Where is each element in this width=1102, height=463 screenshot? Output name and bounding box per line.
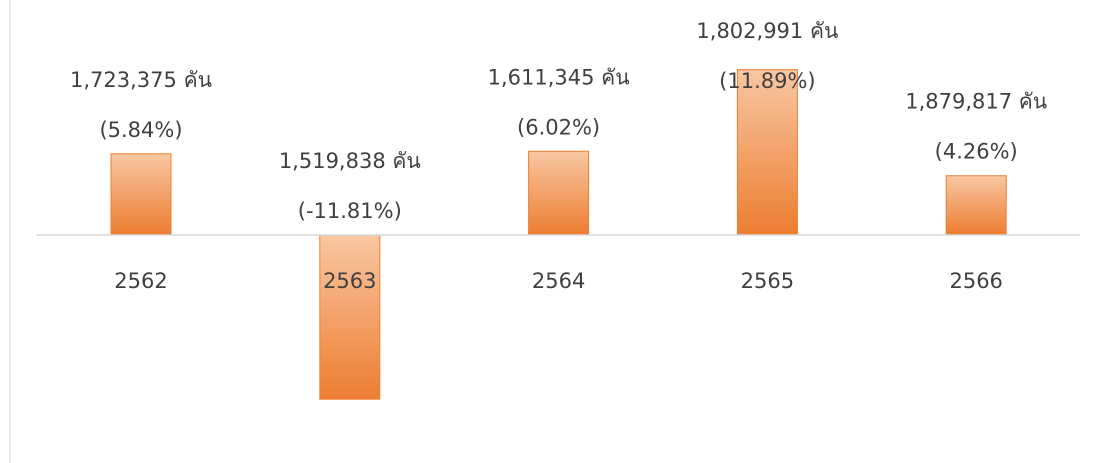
value-label: (4.26%) [935,140,1018,164]
bar [319,234,381,400]
x-tick-label: 2564 [532,269,585,293]
total-label: 1,723,375 คัน [70,68,212,92]
bar [736,69,798,236]
x-tick-label: 2566 [949,269,1002,293]
x-tick-label: 2565 [741,269,794,293]
total-label: 1,802,991 คัน [696,19,838,43]
value-label: (-11.81%) [298,199,402,223]
x-tick-label: 2562 [114,269,167,293]
total-label: 1,519,838 คัน [279,149,421,173]
value-label: (11.89%) [719,69,815,93]
bar [110,153,172,236]
x-tick-label: 2563 [323,269,376,293]
value-label: (6.02%) [517,115,600,139]
total-label: 1,611,345 คัน [488,65,630,89]
total-label: 1,879,817 คัน [905,90,1047,114]
bar [945,175,1007,236]
value-label: (5.84%) [99,118,182,142]
bar [528,150,590,236]
